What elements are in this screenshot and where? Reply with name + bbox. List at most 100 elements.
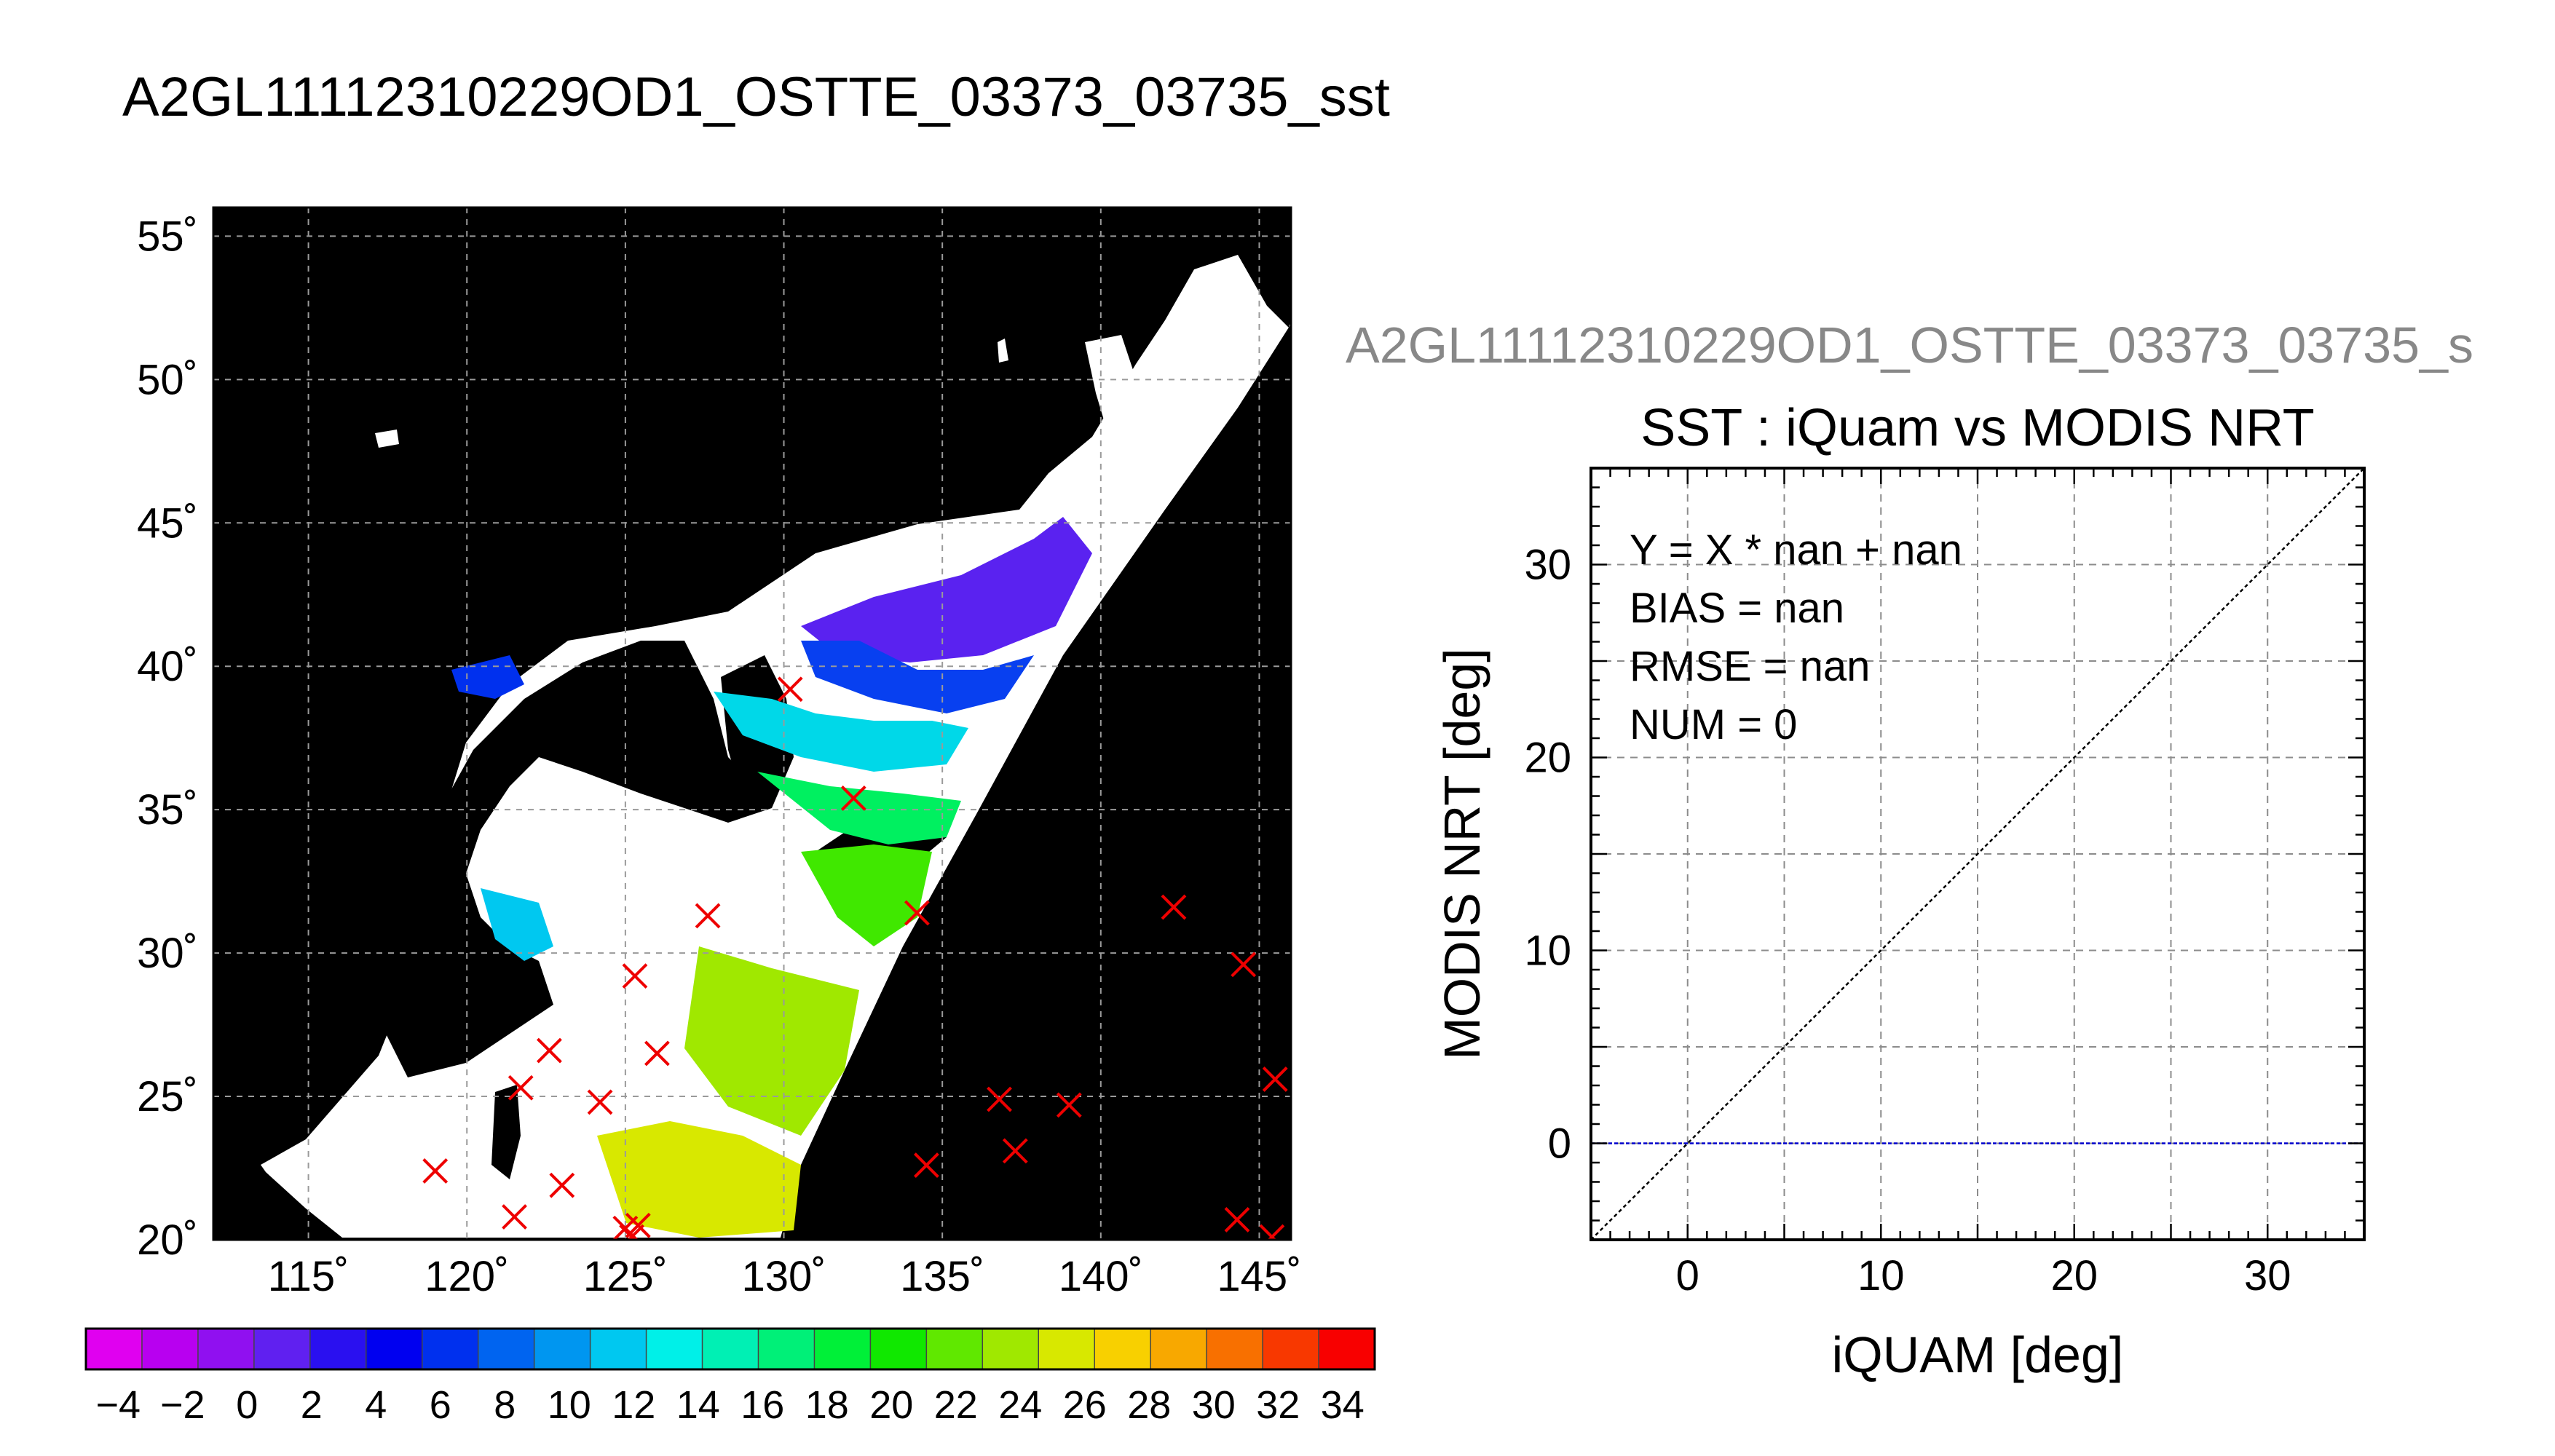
sst-purple xyxy=(801,517,1092,662)
colorbar-cell xyxy=(590,1329,647,1369)
scatter-y-tick-label: 10 xyxy=(1524,927,1571,975)
island-1 xyxy=(375,430,399,448)
map-y-tick-label: 45˚ xyxy=(137,499,198,547)
buoy-marker xyxy=(987,1086,1012,1112)
page-title: A2GL11112310229OD1_OSTTE_03373_03735_sst xyxy=(122,66,1390,128)
colorbar-cell xyxy=(926,1329,983,1369)
colorbar-tick-label: 16 xyxy=(741,1383,784,1427)
map-x-tick-label: 145˚ xyxy=(1217,1253,1301,1300)
buoy-marker xyxy=(1161,894,1187,920)
colorbar-cell xyxy=(1150,1329,1207,1369)
buoy-marker xyxy=(1002,1138,1028,1164)
colorbar-tick-label: 18 xyxy=(805,1383,849,1427)
colorbar-tick-label: 0 xyxy=(236,1383,258,1427)
buoy-marker xyxy=(502,1204,527,1230)
buoy-marker xyxy=(422,1158,449,1184)
scatter-x-tick-label: 10 xyxy=(1857,1252,1905,1299)
colorbar-frame xyxy=(84,1327,1376,1371)
map-imagery xyxy=(261,255,1291,1238)
buoy-marker xyxy=(536,1037,562,1064)
map-x-tick-label: 125˚ xyxy=(583,1253,668,1300)
map-grid xyxy=(213,207,1291,1240)
scatter-panel: A2GL11112310229OD1_OSTTE_03373_03735_s S… xyxy=(1346,317,2473,1383)
colorbar-tick-label: 2 xyxy=(301,1383,323,1427)
scatter-x-tick-label: 30 xyxy=(2244,1252,2291,1299)
colorbar-cell xyxy=(982,1329,1039,1369)
map-x-tick-label: 135˚ xyxy=(900,1253,984,1300)
scatter-x-tick-label: 0 xyxy=(1676,1252,1699,1299)
map-x-tick-label: 120˚ xyxy=(424,1253,509,1300)
colorbar-tick-label: 14 xyxy=(676,1383,720,1427)
colorbar-tick-label: 32 xyxy=(1256,1383,1300,1427)
colorbar-cell xyxy=(1263,1329,1319,1369)
sst-map: 115˚ 120˚ 125˚ 130˚ 135˚ 140˚ 145˚ 20˚ 25˚ 30˚ 35… xyxy=(137,206,1302,1300)
buoy-marker xyxy=(1224,1207,1250,1233)
y-axis-label: MODIS NRT [deg] xyxy=(1434,648,1490,1059)
colorbar-cell xyxy=(1094,1329,1151,1369)
scatter-y-tick-label: 0 xyxy=(1548,1120,1571,1168)
sst-green-2 xyxy=(801,844,932,946)
colorbar-cell xyxy=(1319,1329,1375,1369)
colorbar-tick-label: 4 xyxy=(365,1383,387,1427)
colorbar-tick-label: 8 xyxy=(494,1383,516,1427)
colorbar-cell xyxy=(309,1329,367,1369)
island-2 xyxy=(998,339,1008,363)
buoy-marker xyxy=(508,1075,534,1101)
colorbar-cells xyxy=(86,1329,1375,1369)
colorbar-cell xyxy=(197,1329,255,1369)
colorbar: −4 −2 0 2 4 6 8 10 12 14 16 18 20 22 24 26 28 30 32 34 xyxy=(84,1327,1376,1427)
colorbar-tick-label: −4 xyxy=(95,1383,141,1427)
stat-bias: BIAS = nan xyxy=(1630,585,1844,632)
colorbar-cell xyxy=(1038,1329,1095,1369)
colorbar-tick-label: 22 xyxy=(934,1383,978,1427)
colorbar-cell xyxy=(758,1329,815,1369)
buoy-marker xyxy=(1262,1067,1288,1092)
buoy-marker xyxy=(695,903,721,929)
colorbar-tick-label: −2 xyxy=(160,1383,205,1427)
colorbar-cell xyxy=(1207,1329,1263,1369)
colorbar-cell xyxy=(646,1329,703,1369)
map-x-tick-label: 140˚ xyxy=(1059,1253,1143,1300)
buoy-marker xyxy=(1259,1224,1285,1240)
colorbar-tick-label: 30 xyxy=(1192,1383,1236,1427)
buoy-marker xyxy=(913,1152,939,1179)
colorbar-tick-label: 24 xyxy=(998,1383,1042,1427)
colorbar-tick-label: 26 xyxy=(1063,1383,1107,1427)
map-markers xyxy=(422,676,1288,1240)
buoy-marker xyxy=(625,1212,651,1238)
one-to-one-line xyxy=(1591,468,2364,1240)
scatter-title: SST : iQuam vs MODIS NRT xyxy=(1640,399,2315,457)
map-x-tick-label: 130˚ xyxy=(741,1253,826,1300)
scatter-subtitle: A2GL11112310229OD1_OSTTE_03373_03735_s xyxy=(1346,317,2473,373)
map-y-tick-label: 55˚ xyxy=(137,213,198,260)
map-y-ticks: 20˚ 25˚ 30˚ 35˚ 40˚ 45˚ 50˚ 55˚ xyxy=(137,213,198,1264)
scatter-x-tick-label: 20 xyxy=(2050,1252,2098,1299)
scatter-stats: Y = X * nan + nan BIAS = nan RMSE = nan … xyxy=(1630,526,1962,748)
map-y-tick-label: 30˚ xyxy=(137,930,198,977)
colorbar-cell xyxy=(478,1329,535,1369)
colorbar-cell xyxy=(814,1329,871,1369)
scatter-y-ticks: 0 10 20 30 xyxy=(1524,542,1571,1168)
colorbar-cell xyxy=(366,1329,423,1369)
colorbar-labels: −4 −2 0 2 4 6 8 10 12 14 16 18 20 22 24 26 28 30 32 34 xyxy=(95,1383,1364,1427)
map-y-tick-label: 25˚ xyxy=(137,1073,198,1120)
map-y-tick-label: 35˚ xyxy=(137,786,198,834)
stat-rmse: RMSE = nan xyxy=(1630,643,1870,690)
colorbar-tick-label: 10 xyxy=(548,1383,591,1427)
map-frame xyxy=(212,206,1292,1241)
scatter-minor-ticks xyxy=(1590,467,2366,1241)
sst-yellowgreen xyxy=(684,946,859,1136)
buoy-marker xyxy=(549,1172,575,1198)
colorbar-tick-label: 34 xyxy=(1321,1383,1365,1427)
sst-cyan xyxy=(714,692,968,772)
colorbar-tick-label: 6 xyxy=(430,1383,451,1427)
sst-yellow xyxy=(597,1121,801,1238)
buoy-marker xyxy=(904,900,930,926)
sst-green-1 xyxy=(757,772,961,844)
map-x-tick-label: 115˚ xyxy=(268,1253,350,1300)
stat-num: NUM = 0 xyxy=(1630,701,1797,748)
buoy-marker xyxy=(777,676,803,703)
sst-cyan-2 xyxy=(481,888,553,961)
buoy-marker xyxy=(840,785,866,811)
